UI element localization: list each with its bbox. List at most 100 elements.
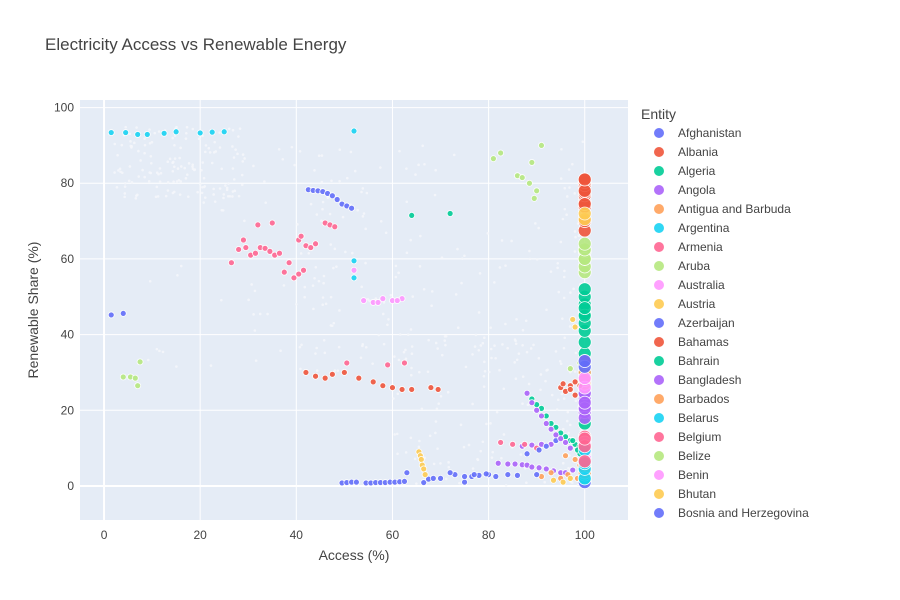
data-point[interactable] xyxy=(577,172,592,187)
data-point[interactable] xyxy=(403,469,411,477)
data-point[interactable] xyxy=(261,244,269,252)
data-point[interactable] xyxy=(235,246,243,253)
data-point[interactable] xyxy=(300,266,307,274)
data-point[interactable] xyxy=(285,259,293,267)
data-point[interactable] xyxy=(242,244,250,251)
data-point[interactable] xyxy=(307,244,315,251)
data-point[interactable] xyxy=(514,471,521,479)
data-point[interactable] xyxy=(470,471,478,478)
data-point[interactable] xyxy=(577,395,592,410)
legend-item[interactable]: Argentina xyxy=(654,221,730,235)
data-point[interactable] xyxy=(577,454,592,469)
data-point[interactable] xyxy=(494,459,502,467)
data-point[interactable] xyxy=(538,142,545,149)
data-point[interactable] xyxy=(577,236,592,251)
data-point[interactable] xyxy=(220,128,228,136)
data-point[interactable] xyxy=(521,440,529,448)
data-point[interactable] xyxy=(530,194,538,202)
data-point[interactable] xyxy=(331,223,339,231)
legend-item[interactable]: Antigua and Barbuda xyxy=(654,202,791,216)
data-point[interactable] xyxy=(134,382,142,390)
legend-item[interactable]: Belarus xyxy=(654,411,719,425)
data-point[interactable] xyxy=(504,460,512,468)
data-point[interactable] xyxy=(143,131,151,138)
legend-item[interactable]: Bahamas xyxy=(654,335,729,349)
legend-item[interactable]: Austria xyxy=(654,297,716,311)
data-point[interactable] xyxy=(559,478,567,486)
data-point[interactable] xyxy=(562,452,569,460)
data-point[interactable] xyxy=(119,310,127,317)
data-point[interactable] xyxy=(417,456,425,463)
data-point[interactable] xyxy=(160,129,168,137)
data-point[interactable] xyxy=(379,382,387,390)
legend-item[interactable]: Bahrain xyxy=(654,354,719,368)
data-point[interactable] xyxy=(328,370,336,378)
data-point[interactable] xyxy=(577,354,592,368)
data-point[interactable] xyxy=(379,295,387,303)
data-point[interactable] xyxy=(528,159,536,166)
data-point[interactable] xyxy=(528,463,536,471)
data-point[interactable] xyxy=(569,316,577,323)
legend-item[interactable]: Afghanistan xyxy=(654,126,741,140)
legend-item[interactable]: Azerbaijan xyxy=(654,316,735,330)
data-point[interactable] xyxy=(566,365,574,373)
data-point[interactable] xyxy=(533,406,541,414)
data-point[interactable] xyxy=(526,179,533,187)
data-point[interactable] xyxy=(131,374,139,382)
data-point[interactable] xyxy=(134,131,142,138)
data-point[interactable] xyxy=(542,442,550,450)
data-point[interactable] xyxy=(434,386,442,393)
data-point[interactable] xyxy=(240,236,247,244)
data-point[interactable] xyxy=(566,474,574,482)
data-point[interactable] xyxy=(266,247,274,255)
data-point[interactable] xyxy=(535,446,543,454)
data-point[interactable] xyxy=(421,471,429,478)
data-point[interactable] xyxy=(119,373,127,381)
data-point[interactable] xyxy=(504,471,512,478)
data-point[interactable] xyxy=(492,473,500,480)
data-point[interactable] xyxy=(252,249,259,257)
data-point[interactable] xyxy=(302,369,310,376)
data-point[interactable] xyxy=(107,129,115,136)
data-point[interactable] xyxy=(290,274,298,282)
data-point[interactable] xyxy=(321,374,329,382)
data-point[interactable] xyxy=(348,204,355,212)
data-point[interactable] xyxy=(533,471,541,478)
data-point[interactable] xyxy=(569,437,577,444)
data-point[interactable] xyxy=(297,232,305,240)
legend-item[interactable]: Bosnia and Herzegovina xyxy=(654,506,809,520)
legend-item[interactable]: Angola xyxy=(654,183,716,197)
data-point[interactable] xyxy=(312,240,319,248)
data-point[interactable] xyxy=(550,476,557,484)
data-point[interactable] xyxy=(523,389,531,397)
data-point[interactable] xyxy=(497,149,505,157)
legend-item[interactable]: Bhutan xyxy=(654,487,716,501)
data-point[interactable] xyxy=(523,450,531,458)
data-point[interactable] xyxy=(542,420,550,427)
data-point[interactable] xyxy=(538,412,545,420)
data-point[interactable] xyxy=(340,369,348,376)
data-point[interactable] xyxy=(542,465,550,473)
data-point[interactable] xyxy=(571,378,579,386)
data-point[interactable] xyxy=(577,206,592,221)
data-point[interactable] xyxy=(518,174,526,181)
data-point[interactable] xyxy=(446,469,454,477)
data-point[interactable] xyxy=(369,378,377,386)
data-point[interactable] xyxy=(353,478,360,486)
data-point[interactable] xyxy=(172,128,180,136)
data-point[interactable] xyxy=(350,274,358,282)
data-point[interactable] xyxy=(535,464,543,472)
data-point[interactable] xyxy=(136,358,144,366)
legend-item[interactable]: Belgium xyxy=(654,430,721,444)
data-point[interactable] xyxy=(547,469,555,477)
data-point[interactable] xyxy=(571,456,579,463)
data-point[interactable] xyxy=(552,431,560,439)
legend-item[interactable]: Albania xyxy=(654,145,718,159)
data-point[interactable] xyxy=(254,221,262,229)
legend-item[interactable]: Benin xyxy=(654,468,709,482)
data-point[interactable] xyxy=(196,129,204,137)
data-point[interactable] xyxy=(577,301,592,316)
data-point[interactable] xyxy=(420,479,428,486)
data-point[interactable] xyxy=(389,384,396,391)
data-point[interactable] xyxy=(490,155,497,163)
